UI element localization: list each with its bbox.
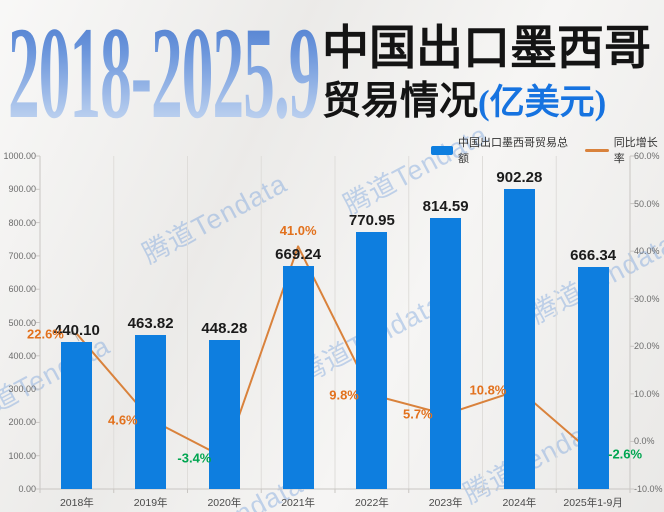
title-years: 2018-2025.9	[8, 0, 320, 146]
title-sub-text: 贸易情况	[322, 80, 479, 123]
y-axis-tick-label: 1000.00	[3, 151, 36, 161]
bar-value-label: 814.59	[422, 197, 469, 215]
y-axis-tick-label: 400.00	[8, 350, 36, 361]
y-axis-tick-label: 500.00	[8, 317, 36, 328]
right-axis-tick-label: 50.0%	[634, 198, 660, 209]
chart-legend: 中国出口墨西哥贸易总额 同比增长率	[431, 134, 664, 166]
x-axis-label: 2018年	[59, 497, 94, 509]
y-axis-tick-label: 300.00	[8, 384, 36, 395]
y-axis-tick-label: 0.00	[18, 484, 36, 494]
bar-2020年	[208, 339, 240, 489]
y-axis-tick-label: 200.00	[8, 417, 36, 428]
bar-2021年	[282, 266, 314, 489]
bar-2018年	[61, 342, 93, 489]
y-axis-tick-label: 900.00	[8, 184, 36, 195]
growth-rate-label: -2.6%	[608, 446, 643, 462]
bar-value-label: 770.95	[348, 212, 395, 230]
right-axis-tick-label: 30.0%	[634, 293, 660, 304]
title-unit: (亿美元)	[478, 83, 607, 122]
right-axis-tick-label: 40.0%	[634, 246, 660, 257]
title-main: 中国出口墨西哥	[322, 23, 651, 75]
bar-2022年	[356, 232, 388, 489]
bar-value-label: 448.28	[201, 319, 248, 337]
bar-2025年1-9月	[577, 267, 609, 489]
x-axis-label: 2019年	[133, 497, 168, 509]
line-series-swatch-icon	[584, 148, 609, 152]
y-axis-tick-label: 700.00	[8, 250, 36, 261]
y-axis-tick-label: 800.00	[8, 217, 36, 228]
bar-value-label: 902.28	[496, 168, 543, 186]
legend-item-trade-total[interactable]: 中国出口墨西哥贸易总额	[431, 134, 569, 166]
y-axis-tick-label: 600.00	[8, 284, 36, 295]
label-connector	[72, 330, 80, 342]
right-axis-tick-label: 60.0%	[634, 151, 660, 161]
bar-value-label: 669.24	[275, 246, 322, 264]
growth-rate-label: -3.4%	[177, 450, 212, 466]
x-axis-label: 2020年	[207, 497, 242, 509]
x-axis-label: 2023年	[428, 497, 463, 509]
growth-rate-label: 22.6%	[27, 326, 64, 342]
right-axis-tick-label: -10.0%	[634, 484, 663, 494]
bar-2024年	[503, 188, 535, 489]
bar-2023年	[430, 217, 462, 489]
growth-rate-label: 41.0%	[279, 223, 317, 239]
growth-rate-label: 9.8%	[329, 387, 359, 403]
bar-value-label: 666.34	[570, 247, 617, 265]
right-axis-tick-label: 20.0%	[634, 341, 660, 352]
y-axis-tick-label: 100.00	[8, 450, 36, 461]
x-axis-label: 2024年	[502, 497, 537, 509]
bar-value-label: 440.10	[53, 322, 100, 340]
growth-rate-label: 10.8%	[469, 382, 507, 398]
x-axis-label: 2021年	[281, 497, 316, 509]
legend-label: 同比增长率	[613, 137, 658, 165]
bar-series-swatch-icon	[431, 145, 453, 155]
x-axis-label: 2025年1-9月	[563, 497, 623, 509]
growth-rate-label: 4.6%	[107, 412, 138, 428]
title-sub: 贸易情况(亿美元)	[322, 80, 607, 124]
x-axis-label: 2022年	[354, 497, 389, 509]
growth-rate-label: 5.7%	[402, 406, 433, 422]
right-axis-tick-label: 10.0%	[634, 388, 660, 399]
legend-item-growth-rate[interactable]: 同比增长率	[584, 134, 664, 166]
right-axis-tick-label: 0.0%	[634, 436, 655, 447]
legend-label: 中国出口墨西哥贸易总额	[458, 137, 568, 165]
bar-2019年	[135, 334, 167, 489]
bar-value-label: 463.82	[127, 314, 174, 332]
